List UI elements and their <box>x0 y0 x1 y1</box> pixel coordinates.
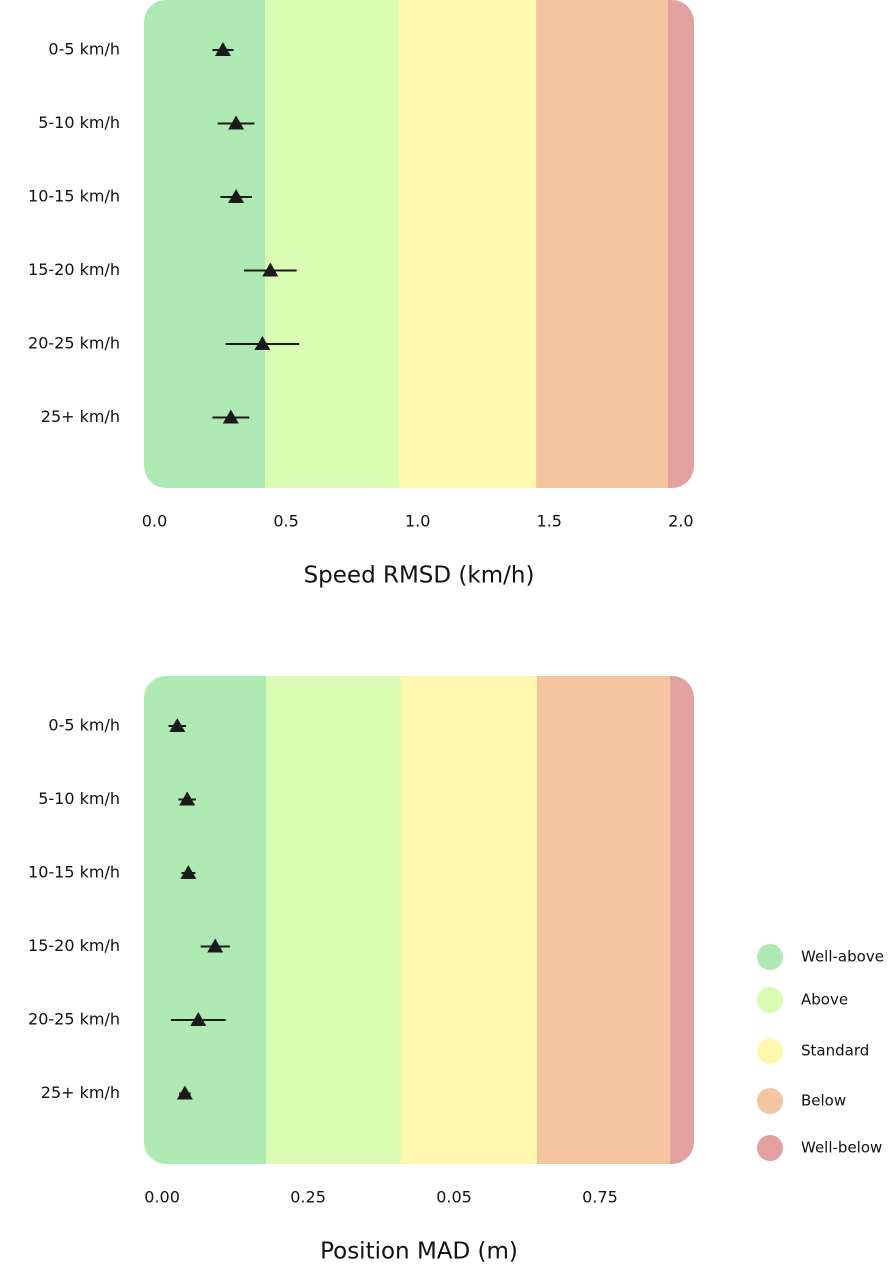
band <box>265 0 400 488</box>
band <box>670 676 694 1164</box>
x-tick-label: 1.5 <box>537 512 562 531</box>
x-tick-label: 0.75 <box>582 1188 618 1207</box>
marker <box>228 115 245 130</box>
marker <box>180 865 197 879</box>
marker <box>214 42 231 56</box>
marker <box>228 189 245 203</box>
band <box>144 0 266 488</box>
category-label: 20-25 km/h <box>28 1010 120 1029</box>
legend-swatch <box>757 1038 783 1064</box>
category-label: 20-25 km/h <box>28 334 120 353</box>
marker <box>179 791 196 806</box>
band <box>400 676 537 1164</box>
x-axis-title: Speed RMSD (km/h) <box>304 563 535 589</box>
category-label: 0-5 km/h <box>48 716 120 735</box>
marker <box>222 409 239 424</box>
category-label: 10-15 km/h <box>28 187 120 206</box>
x-tick-label: 1.0 <box>405 512 430 531</box>
x-tick-label: 0.0 <box>142 512 167 531</box>
marker <box>254 336 271 350</box>
band <box>536 676 671 1164</box>
marker <box>169 718 186 732</box>
legend-swatch <box>757 987 783 1013</box>
legend-swatch <box>757 944 783 970</box>
band <box>144 676 267 1164</box>
band <box>536 0 668 488</box>
category-label: 0-5 km/h <box>48 40 120 59</box>
marker <box>190 1012 207 1026</box>
legend-label: Standard <box>801 1042 869 1060</box>
x-tick-label: 0.00 <box>144 1188 180 1207</box>
category-label: 15-20 km/h <box>28 936 120 955</box>
legend-label: Well-above <box>801 948 884 966</box>
marker <box>176 1085 193 1100</box>
plot-area <box>144 0 694 488</box>
category-label: 5-10 km/h <box>38 113 120 132</box>
band <box>399 0 537 488</box>
band <box>266 676 401 1164</box>
legend-label: Below <box>801 1092 846 1110</box>
category-label: 15-20 km/h <box>28 260 120 279</box>
x-tick-label: 0.25 <box>290 1188 326 1207</box>
legend-label: Above <box>801 991 848 1009</box>
legend-swatch <box>757 1135 783 1161</box>
legend-label: Well-below <box>801 1139 882 1157</box>
x-tick-label: 0.05 <box>436 1188 472 1207</box>
category-label: 25+ km/h <box>41 1083 120 1102</box>
marker <box>207 938 224 953</box>
x-tick-label: 0.5 <box>273 512 298 531</box>
plot-area <box>144 676 694 1164</box>
x-tick-label: 2.0 <box>668 512 693 531</box>
x-axis-title: Position MAD (m) <box>320 1239 518 1265</box>
marker <box>262 262 279 277</box>
band <box>667 0 694 488</box>
legend-swatch <box>757 1088 783 1114</box>
category-label: 10-15 km/h <box>28 863 120 882</box>
category-label: 25+ km/h <box>41 407 120 426</box>
category-label: 5-10 km/h <box>38 789 120 808</box>
